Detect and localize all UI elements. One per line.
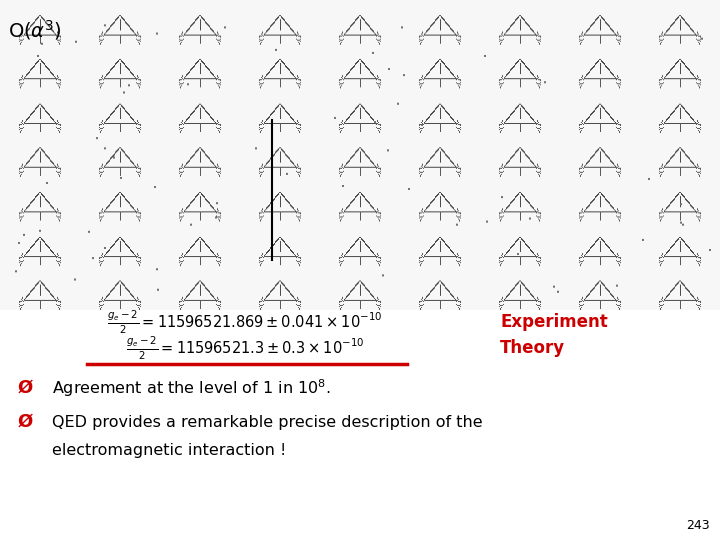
Text: Ø: Ø — [18, 379, 33, 397]
Text: $\frac{g_e - 2}{2} = 11596521.3 \pm 0.3 \times 10^{-10}$: $\frac{g_e - 2}{2} = 11596521.3 \pm 0.3 … — [126, 334, 364, 362]
Text: O($\alpha^3$): O($\alpha^3$) — [8, 18, 62, 42]
Text: Experiment: Experiment — [500, 313, 608, 331]
Text: Ø: Ø — [18, 413, 33, 431]
Text: QED provides a remarkable precise description of the: QED provides a remarkable precise descri… — [52, 415, 482, 429]
Text: electromagnetic interaction !: electromagnetic interaction ! — [52, 442, 287, 457]
Text: 243: 243 — [686, 519, 710, 532]
Text: Agreement at the level of 1 in $10^8$.: Agreement at the level of 1 in $10^8$. — [52, 377, 331, 399]
Text: $\frac{g_e - 2}{2} = 11596521.869 \pm 0.041 \times 10^{-10}$: $\frac{g_e - 2}{2} = 11596521.869 \pm 0.… — [107, 308, 382, 336]
Text: Theory: Theory — [500, 339, 565, 357]
